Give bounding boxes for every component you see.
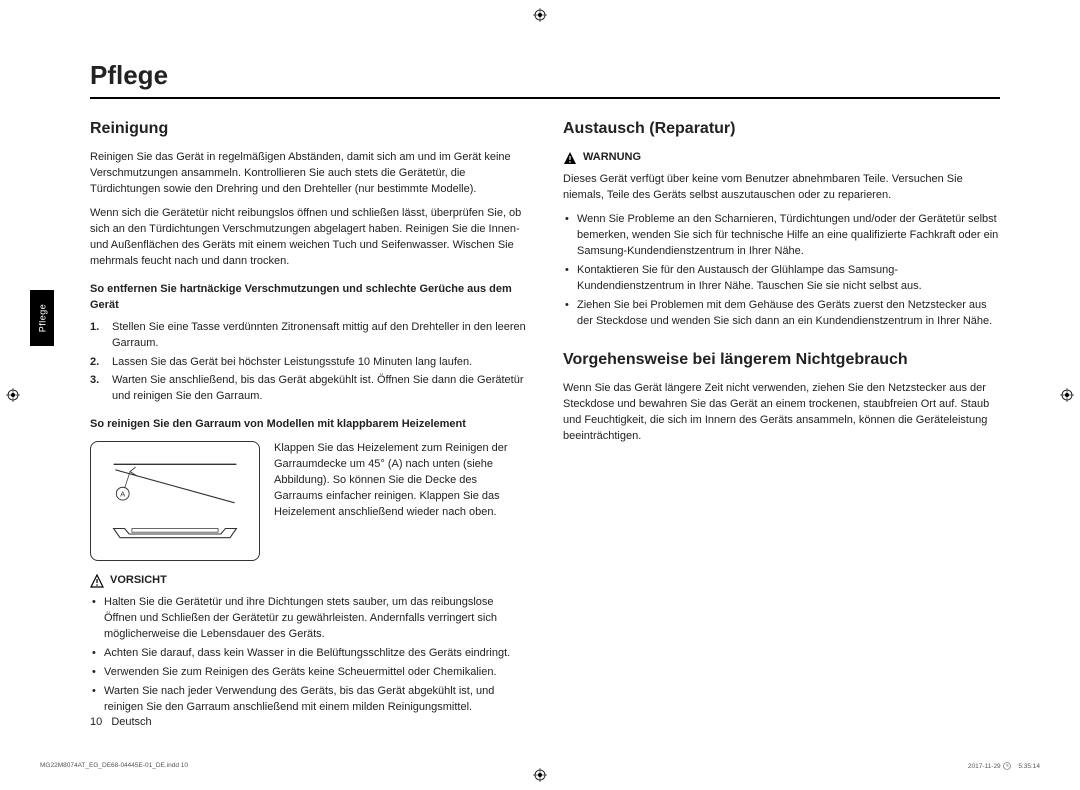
heading-reinigung: Reinigung [90,117,527,140]
print-time: 5:35:14 [1018,763,1040,770]
caution-icon [90,574,104,588]
caution-list: Halten Sie die Gerätetür und ihre Dichtu… [90,595,527,716]
warning-item: Wenn Sie Probleme an den Scharnieren, Tü… [563,212,1000,260]
warning-header: WARNUNG [563,150,1000,166]
caution-item: Warten Sie nach jeder Verwendung des Ger… [90,684,527,716]
crop-mark-bottom [533,768,547,782]
step-item: 3.Warten Sie anschließend, bis das Gerät… [90,373,527,405]
warning-list: Wenn Sie Probleme an den Scharnieren, Tü… [563,212,1000,330]
warning-item: Ziehen Sie bei Problemen mit dem Gehäuse… [563,298,1000,330]
figure-label-a: A [120,490,125,499]
page-number: 10 [90,716,102,728]
heading-storage: Vorgehensweise bei längerem Nichtgebrauc… [563,348,1000,371]
steps-list: 1.Stellen Sie eine Tasse verdünnten Zitr… [90,320,527,406]
intro-para-2: Wenn sich die Gerätetür nicht reibungslo… [90,206,527,270]
print-date: 2017-11-29 [968,763,1001,770]
intro-para-1: Reinigen Sie das Gerät in regelmäßigen A… [90,150,527,198]
storage-para: Wenn Sie das Gerät längere Zeit nicht ve… [563,381,1000,445]
page-footer: 10 Deutsch [90,716,152,728]
page-language: Deutsch [111,716,151,728]
figure-caption: Klappen Sie das Heizelement zum Reinigen… [274,441,527,521]
caution-item: Verwenden Sie zum Reinigen des Geräts ke… [90,665,527,681]
page-title: Pflege [90,60,1000,91]
left-column: Reinigung Reinigen Sie das Gerät in rege… [90,117,527,726]
crop-mark-top [533,8,547,22]
step-item: 1.Stellen Sie eine Tasse verdünnten Zitr… [90,320,527,352]
caution-item: Halten Sie die Gerätetür und ihre Dichtu… [90,595,527,643]
caution-item: Achten Sie darauf, dass kein Wasser in d… [90,646,527,662]
clock-icon [1003,762,1011,770]
right-column: Austausch (Reparatur) WARNUNG Dieses Ger… [563,117,1000,726]
warning-intro: Dieses Gerät verfügt über keine vom Benu… [563,172,1000,204]
subhead-remove-odors: So entfernen Sie hartnäckige Verschmutzu… [90,282,527,314]
side-tab-label: Pflege [37,304,47,333]
figure-heating-element: A [90,441,260,561]
warning-icon [563,151,577,165]
crop-mark-right [1060,388,1074,402]
caution-header: VORSICHT [90,573,527,589]
heading-austausch: Austausch (Reparatur) [563,117,1000,140]
step-item: 2.Lassen Sie das Gerät bei höchster Leis… [90,355,527,371]
print-metadata: MG22M8074AT_EG_DE68-04445E-01_DE.indd 10… [40,762,1040,770]
print-file: MG22M8074AT_EG_DE68-04445E-01_DE.indd 10 [40,762,188,770]
title-rule [90,97,1000,99]
caution-label: VORSICHT [110,573,167,589]
crop-mark-left [6,388,20,402]
warning-item: Kontaktieren Sie für den Austausch der G… [563,263,1000,295]
warning-label: WARNUNG [583,150,641,166]
subhead-clean-cavity: So reinigen Sie den Garraum von Modellen… [90,417,527,433]
side-tab: Pflege [30,290,54,346]
